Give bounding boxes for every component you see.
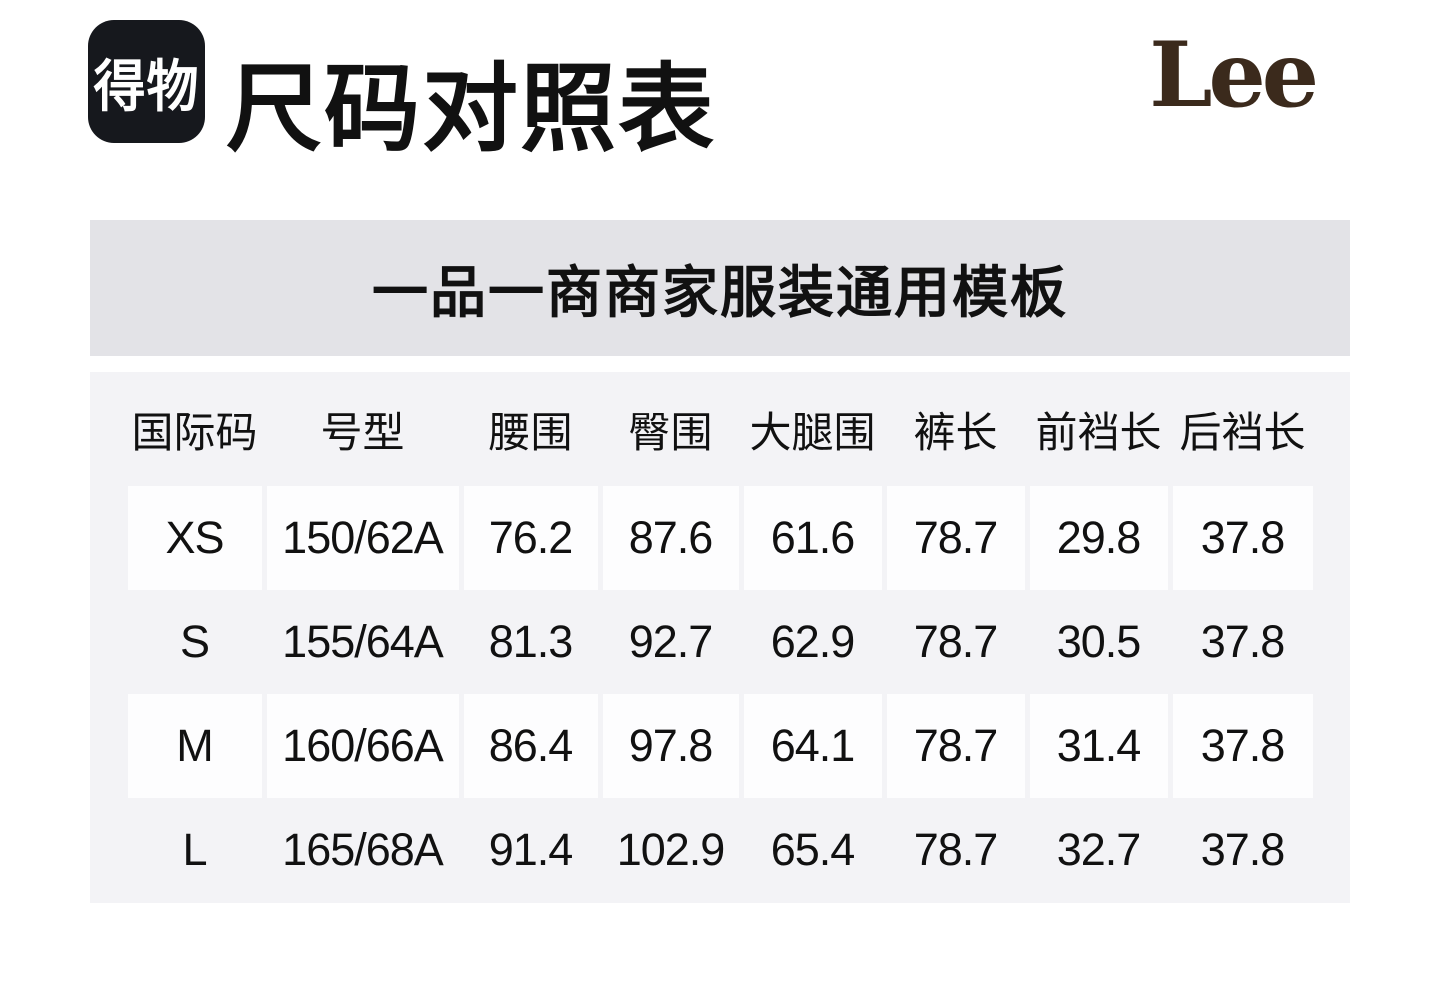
template-banner-text: 一品一商商家服装通用模板 xyxy=(372,260,1068,324)
column-header-1: 国际码 xyxy=(131,408,258,456)
size-code-cell: L xyxy=(182,824,207,875)
size-code-cell: XS xyxy=(127,486,262,590)
column-header-7: 前裆长 xyxy=(1035,408,1162,456)
measurement-cell: 64.1 xyxy=(743,694,882,798)
measurement-cell: 61.6 xyxy=(743,486,882,590)
measurement-cell: 150/62A xyxy=(266,486,459,590)
measurement-cell: 78.7 xyxy=(913,824,999,875)
column-header-3: 腰围 xyxy=(488,408,573,456)
size-row-L: L 165/68A 91.4 102.9 65.4 78.7 32.7 37.8 xyxy=(128,798,1313,902)
measurement-cell: 102.9 xyxy=(616,824,726,875)
dewu-app-logo: 得物 xyxy=(88,20,205,143)
measurement-cell: 37.8 xyxy=(1200,824,1286,875)
column-header-8: 后裆长 xyxy=(1179,408,1306,456)
measurement-cell: 86.4 xyxy=(463,694,598,798)
column-header-4: 臀围 xyxy=(628,408,713,456)
measurement-cell: 76.2 xyxy=(463,486,598,590)
measurement-cell: 37.8 xyxy=(1200,616,1286,667)
measurement-cell: 32.7 xyxy=(1056,824,1142,875)
measurement-cell: 78.7 xyxy=(886,694,1025,798)
measurement-cell: 81.3 xyxy=(488,616,574,667)
measurement-cell: 30.5 xyxy=(1056,616,1142,667)
measurement-cell: 62.9 xyxy=(770,616,856,667)
size-table-container: 国际码 号型 腰围 臀围 大腿围 裤长 前裆长 后裆长 XS 150/62A 76.2 87.6 61… xyxy=(90,372,1350,903)
size-table: 国际码 号型 腰围 臀围 大腿围 裤长 前裆长 后裆长 XS 150/62A 76.2 87.6 61… xyxy=(123,372,1318,902)
measurement-cell: 165/68A xyxy=(282,824,444,875)
size-code-cell: S xyxy=(179,616,210,667)
measurement-cell: 155/64A xyxy=(282,616,444,667)
measurement-cell: 87.6 xyxy=(602,486,739,590)
measurement-cell: 29.8 xyxy=(1029,486,1168,590)
dewu-logo-text: 得物 xyxy=(93,56,200,119)
size-code-cell: M xyxy=(127,694,262,798)
measurement-cell: 78.7 xyxy=(913,616,999,667)
measurement-cell: 65.4 xyxy=(770,824,856,875)
measurement-cell: 91.4 xyxy=(488,824,574,875)
size-table-header-row: 国际码 号型 腰围 臀围 大腿围 裤长 前裆长 后裆长 xyxy=(128,372,1313,486)
measurement-cell: 78.7 xyxy=(886,486,1025,590)
column-header-5: 大腿围 xyxy=(749,408,876,456)
size-row-M: M 160/66A 86.4 97.8 64.1 78.7 31.4 37.8 xyxy=(127,694,1313,798)
page-title: 尺码对照表 xyxy=(226,56,716,163)
measurement-cell: 160/66A xyxy=(266,694,459,798)
measurement-cell: 37.8 xyxy=(1172,694,1313,798)
measurement-cell: 31.4 xyxy=(1029,694,1168,798)
measurement-cell: 37.8 xyxy=(1172,486,1313,590)
measurement-cell: 97.8 xyxy=(602,694,739,798)
size-row-S: S 155/64A 81.3 92.7 62.9 78.7 30.5 37.8 xyxy=(128,590,1313,694)
lee-brand-logo: Lee xyxy=(1149,22,1319,128)
template-banner: 一品一商商家服装通用模板 xyxy=(90,220,1350,356)
size-row-XS: XS 150/62A 76.2 87.6 61.6 78.7 29.8 37.8 xyxy=(127,486,1313,590)
column-header-2: 号型 xyxy=(320,408,405,456)
column-header-6: 裤长 xyxy=(913,408,998,456)
measurement-cell: 92.7 xyxy=(628,616,714,667)
